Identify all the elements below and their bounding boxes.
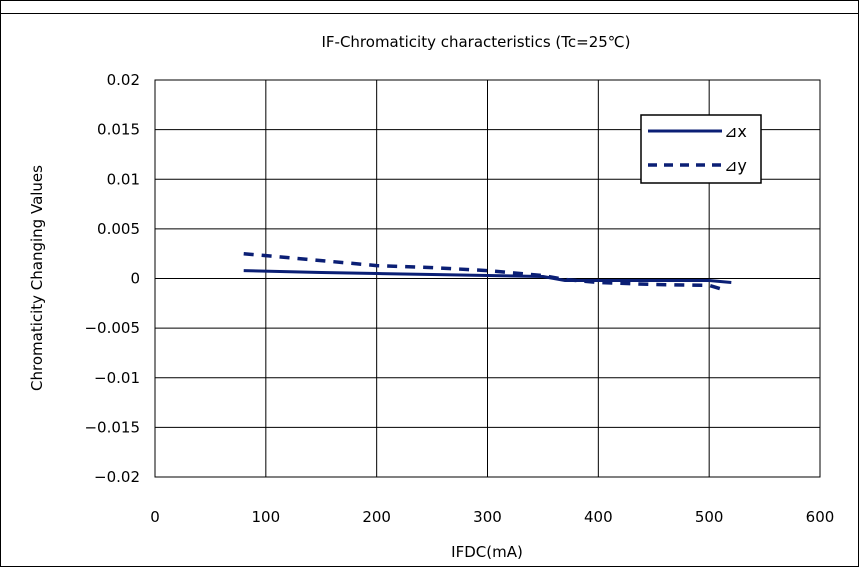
y-tick-label: 0 [130, 270, 140, 288]
y-tick-label: −0.02 [94, 468, 140, 486]
x-tick-label: 400 [584, 508, 613, 526]
y-tick-labels: 0.02 0.015 0.01 0.005 0 −0.005 −0.01 −0.015 −0.0… [84, 71, 140, 486]
x-tick-labels: 0 100 200 300 400 500 600 [150, 508, 834, 526]
grid [155, 80, 820, 477]
y-tick-label: 0.02 [107, 71, 140, 89]
legend-label-dy: ⊿y [724, 156, 747, 175]
series-line-dx [243, 269, 732, 284]
x-tick-label: 0 [150, 508, 160, 526]
chart-top-border [0, 0, 859, 14]
y-tick-label: 0.01 [107, 170, 140, 188]
legend-box [640, 114, 762, 184]
y-tick-label: −0.005 [84, 319, 140, 337]
legend: ⊿x ⊿y [640, 114, 762, 184]
chart-title: IF-Chromaticity characteristics (Tc=25℃) [321, 33, 630, 51]
series-lines [243, 251, 732, 293]
y-tick-label: 0.005 [97, 220, 140, 238]
x-tick-label: 500 [695, 508, 724, 526]
plot-area-border [154, 79, 821, 478]
y-tick-label: −0.01 [94, 369, 140, 387]
series-line-dy [243, 251, 727, 293]
x-tick-label: 200 [362, 508, 391, 526]
y-tick-label: 0.015 [97, 121, 140, 139]
x-tick-label: 600 [806, 508, 835, 526]
y-axis-title: Chromaticity Changing Values [28, 165, 46, 391]
x-tick-label: 300 [473, 508, 502, 526]
y-tick-label: −0.015 [84, 418, 140, 436]
x-axis-title: IFDC(mA) [451, 543, 523, 561]
legend-label-dx: ⊿x [724, 122, 747, 141]
x-tick-label: 100 [252, 508, 281, 526]
